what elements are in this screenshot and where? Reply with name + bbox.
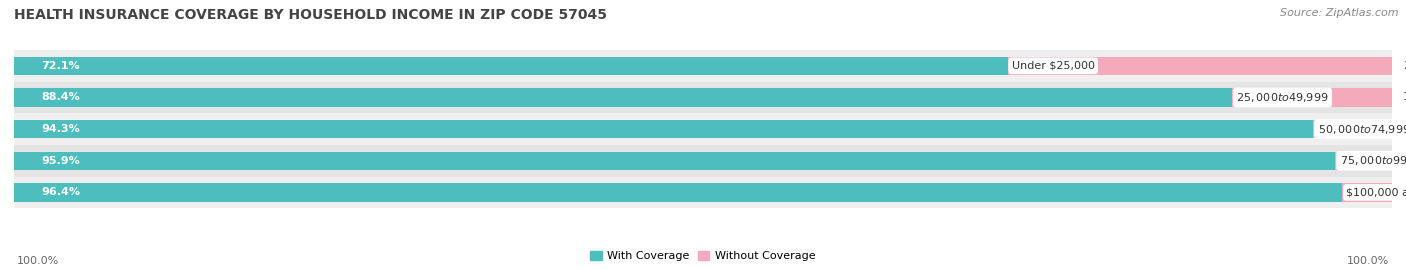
- Text: 100.0%: 100.0%: [17, 256, 59, 266]
- Text: $50,000 to $74,999: $50,000 to $74,999: [1317, 123, 1406, 136]
- Text: $25,000 to $49,999: $25,000 to $49,999: [1236, 91, 1329, 104]
- Bar: [1313, 120, 1392, 138]
- Text: 94.3%: 94.3%: [42, 124, 80, 134]
- Text: 4.2%: 4.2%: [1405, 156, 1406, 166]
- Text: $100,000 and over: $100,000 and over: [1347, 187, 1406, 197]
- Bar: [14, 183, 1343, 201]
- Text: Source: ZipAtlas.com: Source: ZipAtlas.com: [1281, 8, 1399, 18]
- Bar: [14, 152, 1336, 170]
- Text: 95.9%: 95.9%: [42, 156, 80, 166]
- Bar: [14, 88, 1232, 107]
- Text: 100.0%: 100.0%: [1347, 256, 1389, 266]
- Bar: [1343, 183, 1392, 201]
- Text: 27.9%: 27.9%: [1403, 61, 1406, 71]
- Bar: [14, 50, 1392, 82]
- Text: 96.4%: 96.4%: [42, 187, 80, 197]
- Bar: [1008, 57, 1392, 75]
- Bar: [14, 145, 1392, 176]
- Text: $75,000 to $99,999: $75,000 to $99,999: [1340, 154, 1406, 167]
- Bar: [1336, 152, 1393, 170]
- Text: 3.6%: 3.6%: [1403, 187, 1406, 197]
- Text: 72.1%: 72.1%: [42, 61, 80, 71]
- Text: 88.4%: 88.4%: [42, 93, 80, 102]
- Text: HEALTH INSURANCE COVERAGE BY HOUSEHOLD INCOME IN ZIP CODE 57045: HEALTH INSURANCE COVERAGE BY HOUSEHOLD I…: [14, 8, 607, 22]
- Bar: [14, 176, 1392, 208]
- Bar: [1232, 88, 1392, 107]
- Bar: [14, 120, 1313, 138]
- Bar: [14, 113, 1392, 145]
- Text: 5.7%: 5.7%: [1403, 124, 1406, 134]
- Legend: With Coverage, Without Coverage: With Coverage, Without Coverage: [586, 246, 820, 266]
- Text: 11.6%: 11.6%: [1403, 93, 1406, 102]
- Bar: [14, 82, 1392, 113]
- Text: Under $25,000: Under $25,000: [1012, 61, 1095, 71]
- Bar: [14, 57, 1008, 75]
